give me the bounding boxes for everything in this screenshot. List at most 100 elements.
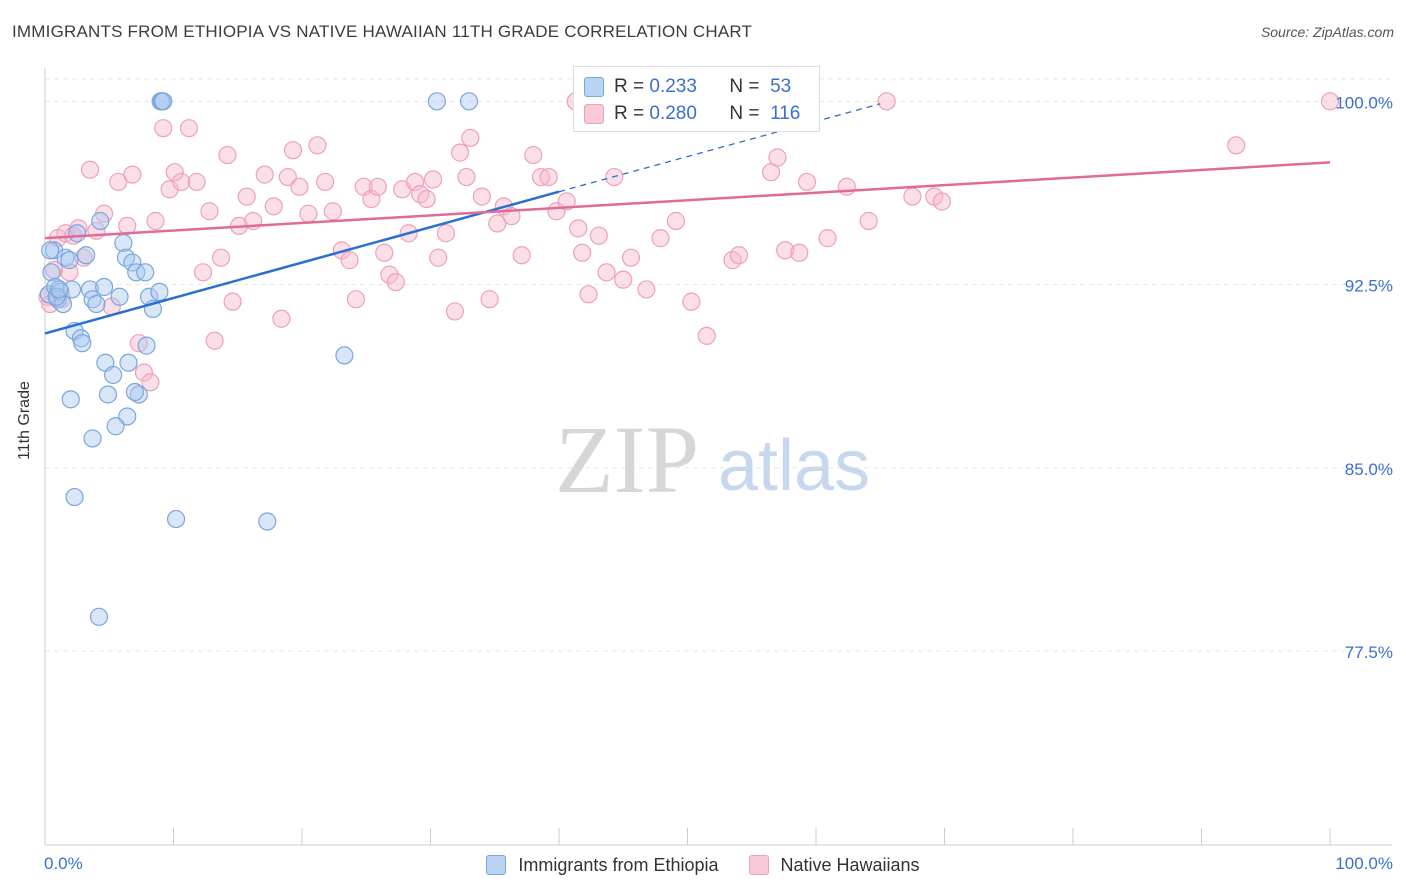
data-point <box>299 204 318 223</box>
data-point <box>172 172 191 192</box>
data-point <box>53 294 73 314</box>
data-point <box>797 172 817 192</box>
data-point <box>488 214 507 233</box>
data-point <box>80 160 100 179</box>
data-point <box>445 302 465 321</box>
data-point <box>346 290 366 309</box>
legend-swatch-pink <box>748 855 769 875</box>
n-label: N = <box>729 103 760 124</box>
series-legend: Immigrants from Ethiopia Native Hawaiian… <box>0 852 1406 878</box>
axes <box>44 68 1392 846</box>
data-point <box>77 246 96 265</box>
data-point <box>283 141 303 160</box>
tick-labels: 100.0% 92.5% 85.0% 77.5% 0.0% 100.0% <box>44 93 1393 873</box>
data-point <box>87 294 106 314</box>
legend-label-ethiopia: Immigrants from Ethiopia <box>518 854 719 875</box>
data-point <box>776 241 795 260</box>
x-tick-label: 0.0% <box>44 854 83 873</box>
data-point <box>74 248 93 267</box>
data-point <box>375 243 394 262</box>
data-point <box>123 165 142 184</box>
data-point <box>119 353 138 372</box>
data-point <box>60 251 79 270</box>
data-point <box>461 128 480 148</box>
data-point <box>137 336 156 355</box>
data-point <box>200 202 219 221</box>
data-point <box>569 219 588 238</box>
data-point <box>125 382 145 402</box>
data-point <box>264 197 283 216</box>
data-point <box>278 167 297 187</box>
legend-item-hawaiians[interactable]: Native Hawaiians <box>748 855 920 876</box>
data-point <box>91 211 110 231</box>
y-tick-label: 100.0% <box>1335 93 1393 112</box>
data-point <box>877 92 896 111</box>
data-point <box>386 272 405 292</box>
data-point <box>427 92 447 111</box>
data-point <box>146 211 165 231</box>
data-point <box>539 167 558 187</box>
n-value: 53 <box>770 76 792 97</box>
data-point <box>932 192 952 211</box>
data-point <box>573 243 592 262</box>
data-point <box>579 285 598 304</box>
data-point <box>61 390 80 409</box>
legend-item-ethiopia[interactable]: Immigrants from Ethiopia <box>486 854 719 876</box>
data-point <box>154 92 173 111</box>
data-point <box>89 607 109 626</box>
data-point <box>150 282 169 301</box>
series-native-hawaiians <box>38 92 1340 392</box>
data-point <box>637 280 656 299</box>
data-point <box>903 187 922 206</box>
data-point <box>255 165 274 184</box>
data-point <box>47 287 66 306</box>
r-label: R = <box>614 76 645 97</box>
data-point <box>104 365 123 385</box>
data-point <box>136 263 155 282</box>
gridlines <box>45 78 1392 652</box>
data-point <box>524 145 543 165</box>
data-point <box>621 248 641 267</box>
data-point <box>323 202 342 221</box>
data-point <box>697 326 716 345</box>
series-ethiopia <box>39 92 479 626</box>
data-point <box>340 251 359 270</box>
data-point <box>272 309 291 328</box>
data-point <box>316 172 335 192</box>
data-point <box>223 292 242 311</box>
data-point <box>106 417 125 436</box>
data-point <box>335 346 354 365</box>
data-point <box>768 148 787 167</box>
r-label: R = <box>614 103 645 124</box>
data-point <box>457 167 476 187</box>
data-point <box>480 290 499 309</box>
data-point <box>436 224 456 243</box>
data-point <box>141 373 160 392</box>
data-point <box>118 407 137 426</box>
data-point <box>154 119 173 138</box>
data-point <box>237 187 256 206</box>
data-point <box>790 243 809 262</box>
legend-swatch-blue <box>486 855 507 875</box>
data-point <box>459 92 479 111</box>
data-point <box>95 277 114 297</box>
data-point <box>837 177 856 196</box>
data-point <box>429 248 448 267</box>
data-point <box>417 189 436 209</box>
n-label: N = <box>729 76 760 97</box>
data-point <box>83 429 102 448</box>
data-point <box>211 248 231 267</box>
data-point <box>41 241 60 260</box>
data-point <box>109 172 128 192</box>
data-point <box>450 143 470 162</box>
stats-row-ethiopia: R = 0.233 N = 53 <box>584 75 791 99</box>
stats-legend: R = 0.233 N = 53 R = 0.280 N = 116 <box>573 66 820 132</box>
data-point <box>165 163 184 182</box>
data-point <box>531 167 551 187</box>
data-point <box>380 265 399 284</box>
data-point <box>512 246 531 265</box>
data-point <box>859 211 878 231</box>
data-point <box>166 509 186 529</box>
data-point <box>368 177 387 196</box>
data-point <box>290 177 309 196</box>
